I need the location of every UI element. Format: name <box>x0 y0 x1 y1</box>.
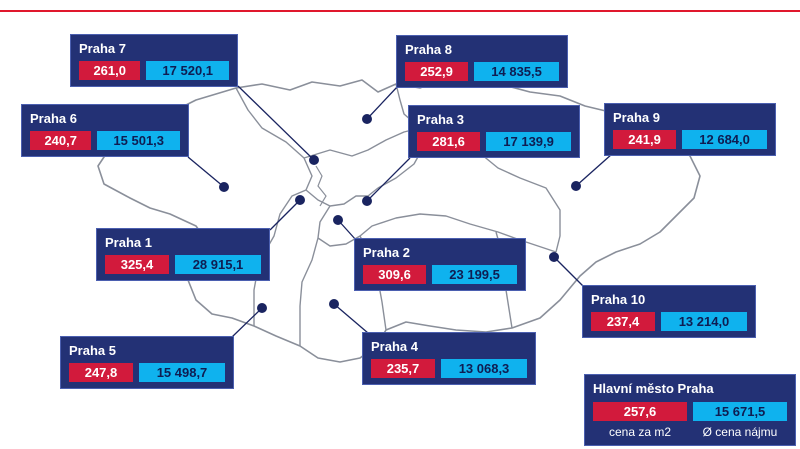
district-name: Praha 5 <box>69 343 116 358</box>
price-per-m2: 309,6 <box>363 265 427 284</box>
card-praha-5: Praha 5 247,8 15 498,7 <box>60 336 234 389</box>
legend-rent-label: Ø cena nájmu <box>702 425 778 439</box>
leader-line-praha-3 <box>366 157 411 202</box>
average-rent: 23 199,5 <box>432 265 517 284</box>
marker-praha-7 <box>309 155 319 165</box>
card-praha-10: Praha 10 237,4 13 214,0 <box>582 285 756 338</box>
summary-card: Hlavní město Praha 257,6 15 671,5 cena z… <box>584 374 796 446</box>
leader-line-praha-9 <box>575 153 613 187</box>
card-praha-3: Praha 3 281,6 17 139,9 <box>408 105 580 158</box>
price-per-m2: 281,6 <box>417 132 481 151</box>
average-rent: 17 520,1 <box>146 61 229 80</box>
price-per-m2: 261,0 <box>79 61 141 80</box>
average-rent: 17 139,9 <box>486 132 571 151</box>
price-per-m2: 237,4 <box>591 312 655 331</box>
legend-price-label: cena za m2 <box>608 425 672 439</box>
district-name: Praha 1 <box>105 235 152 250</box>
average-rent: 15 501,3 <box>97 131 180 150</box>
district-name: Praha 7 <box>79 41 126 56</box>
card-praha-8: Praha 8 252,9 14 835,5 <box>396 35 568 88</box>
price-per-m2: 241,9 <box>613 130 677 149</box>
summary-title: Hlavní město Praha <box>593 381 714 396</box>
card-praha-7: Praha 7 261,0 17 520,1 <box>70 34 238 87</box>
marker-praha-10 <box>549 252 559 262</box>
district-name: Praha 6 <box>30 111 77 126</box>
leader-line-praha-6 <box>187 156 225 188</box>
marker-praha-4 <box>329 299 339 309</box>
district-name: Praha 9 <box>613 110 660 125</box>
price-per-m2: 247,8 <box>69 363 133 382</box>
average-rent: 14 835,5 <box>474 62 559 81</box>
district-name: Praha 8 <box>405 42 452 57</box>
marker-praha-6 <box>219 182 229 192</box>
marker-praha-3 <box>362 196 372 206</box>
marker-praha-5 <box>257 303 267 313</box>
price-per-m2: 240,7 <box>30 131 92 150</box>
district-name: Praha 3 <box>417 112 464 127</box>
card-praha-6: Praha 6 240,7 15 501,3 <box>21 104 189 157</box>
average-rent: 28 915,1 <box>175 255 261 274</box>
marker-praha-1 <box>295 195 305 205</box>
river <box>315 165 327 207</box>
price-per-m2: 252,9 <box>405 62 469 81</box>
summary-price-per-m2: 257,6 <box>593 402 687 421</box>
top-accent-line <box>0 10 800 12</box>
district-name: Praha 10 <box>591 292 646 307</box>
leader-line-praha-5 <box>231 307 263 338</box>
summary-average-rent: 15 671,5 <box>693 402 787 421</box>
card-praha-1: Praha 1 325,4 28 915,1 <box>96 228 270 281</box>
leader-line-praha-7 <box>237 85 315 161</box>
marker-praha-9 <box>571 181 581 191</box>
marker-praha-8 <box>362 114 372 124</box>
leader-line-praha-1 <box>269 199 301 231</box>
leader-line-praha-4 <box>333 303 369 334</box>
leader-line-praha-8 <box>366 85 399 120</box>
card-praha-9: Praha 9 241,9 12 684,0 <box>604 103 776 156</box>
district-name: Praha 4 <box>371 339 418 354</box>
leader-line-praha-10 <box>553 256 585 288</box>
average-rent: 15 498,7 <box>139 363 225 382</box>
price-per-m2: 325,4 <box>105 255 169 274</box>
average-rent: 13 214,0 <box>661 312 747 331</box>
card-praha-4: Praha 4 235,7 13 068,3 <box>362 332 536 385</box>
marker-praha-2 <box>333 215 343 225</box>
card-praha-2: Praha 2 309,6 23 199,5 <box>354 238 526 291</box>
district-name: Praha 2 <box>363 245 410 260</box>
price-per-m2: 235,7 <box>371 359 435 378</box>
average-rent: 12 684,0 <box>682 130 767 149</box>
average-rent: 13 068,3 <box>441 359 527 378</box>
